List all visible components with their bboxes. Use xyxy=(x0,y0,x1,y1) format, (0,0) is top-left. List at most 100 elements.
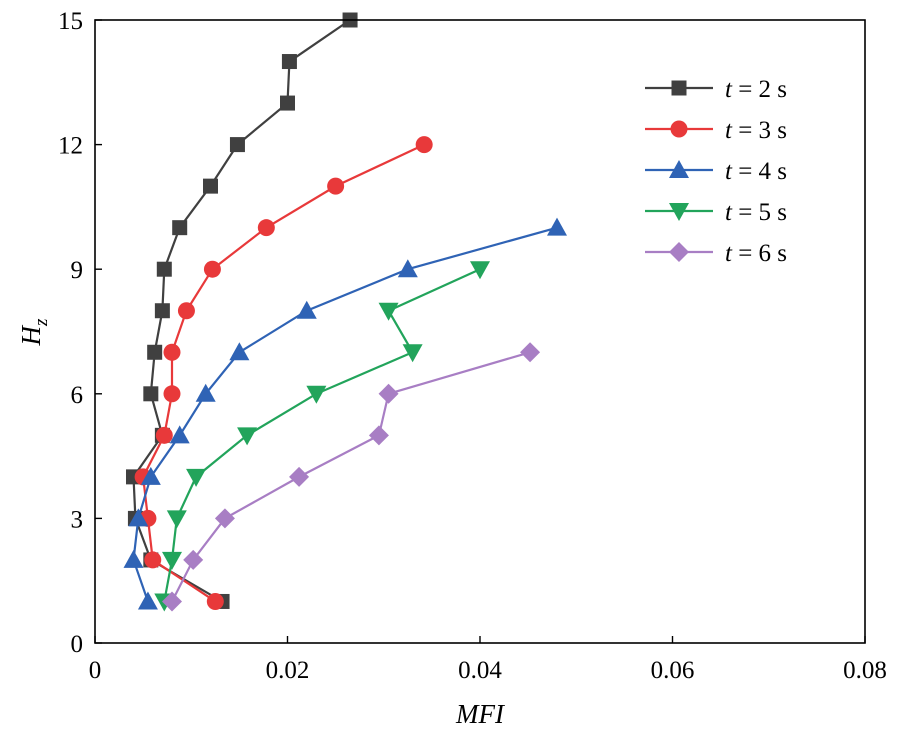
y-tick-label: 6 xyxy=(71,382,84,409)
data-point xyxy=(402,344,423,363)
x-axis-title: MFI xyxy=(455,699,506,729)
data-point xyxy=(123,549,144,568)
data-point xyxy=(140,466,161,485)
series-layer xyxy=(123,12,567,612)
legend-label-var: t xyxy=(725,76,733,103)
legend-marker xyxy=(670,120,688,138)
legend-label: t = 3 s xyxy=(725,117,787,144)
data-point xyxy=(206,592,224,610)
data-point xyxy=(163,385,181,403)
data-point xyxy=(163,343,181,361)
data-point xyxy=(203,260,221,278)
y-axis-title-main: H xyxy=(16,324,46,346)
data-point xyxy=(281,54,297,70)
data-point xyxy=(128,508,149,527)
data-point xyxy=(520,342,541,363)
legend-label-rest: = 5 s xyxy=(732,199,787,226)
data-point xyxy=(203,178,218,194)
series-1 xyxy=(126,12,358,609)
ticks-layer: 0 0.02 0.04 0.06 0.08 0 3 6 9 12 15 xyxy=(58,8,887,684)
legend-marker xyxy=(671,80,687,96)
legend-label: t = 2 s xyxy=(725,76,787,103)
legend-marker xyxy=(669,242,689,262)
data-point xyxy=(378,302,399,321)
series-line xyxy=(171,351,531,602)
legend-entry: t = 3 s xyxy=(645,117,787,144)
data-point xyxy=(183,549,204,570)
legend-label-rest: = 3 s xyxy=(732,117,787,144)
legend-label-var: t xyxy=(725,158,733,185)
data-point xyxy=(144,551,162,569)
data-point xyxy=(296,300,317,319)
legend-entry: t = 5 s xyxy=(645,199,787,226)
data-point xyxy=(172,220,188,236)
x-tick-label: 0 xyxy=(89,657,102,684)
x-tick-label: 0.08 xyxy=(843,657,887,684)
data-point xyxy=(257,219,275,237)
series-line xyxy=(163,268,481,602)
series-line xyxy=(132,226,558,602)
y-tick-label: 0 xyxy=(71,631,84,658)
y-axis-title-group: Hz xyxy=(16,318,52,347)
plot-frame xyxy=(94,19,866,644)
data-point xyxy=(229,137,245,153)
series-5 xyxy=(162,342,541,612)
legend-label-var: t xyxy=(725,199,733,226)
y-tick-label: 15 xyxy=(58,8,83,35)
series-3 xyxy=(123,217,567,610)
legend-marker xyxy=(669,203,689,221)
legend-label: t = 6 s xyxy=(725,240,787,267)
y-axis-title-subscript: z xyxy=(31,318,52,327)
legend-label-var: t xyxy=(725,240,733,267)
data-point xyxy=(155,426,173,444)
series-4 xyxy=(154,261,490,612)
series-2 xyxy=(134,136,433,610)
legend-label-rest: = 2 s xyxy=(732,76,787,103)
legend-entry: t = 2 s xyxy=(645,76,787,103)
data-point xyxy=(143,386,159,402)
data-point xyxy=(289,466,310,487)
y-tick-label: 12 xyxy=(58,133,83,160)
y-tick-label: 3 xyxy=(71,506,84,533)
data-point xyxy=(547,217,567,236)
data-point xyxy=(147,344,163,360)
x-tick-label: 0.06 xyxy=(651,657,695,684)
data-point xyxy=(368,425,389,446)
legend-entry: t = 4 s xyxy=(645,158,787,185)
data-point xyxy=(470,261,490,280)
data-point xyxy=(186,468,207,487)
data-point xyxy=(162,551,182,570)
x-tick-label: 0.04 xyxy=(458,657,502,684)
data-point xyxy=(378,383,399,404)
data-point xyxy=(214,508,235,529)
data-point xyxy=(156,261,172,277)
data-point xyxy=(162,591,182,612)
data-point xyxy=(169,425,190,444)
legend: t = 2 st = 3 st = 4 st = 5 st = 6 s xyxy=(645,76,787,267)
series-line xyxy=(141,143,425,603)
legend-label-var: t xyxy=(725,117,733,144)
data-point xyxy=(306,385,327,404)
data-point xyxy=(137,591,158,610)
data-point xyxy=(415,136,433,154)
data-point xyxy=(397,259,418,278)
data-point xyxy=(177,302,195,320)
legend-label: t = 4 s xyxy=(725,158,787,185)
data-point xyxy=(166,510,187,529)
data-point xyxy=(229,342,250,361)
data-point xyxy=(327,177,345,195)
y-tick-label: 9 xyxy=(71,257,84,284)
data-point xyxy=(237,427,258,446)
data-point xyxy=(280,95,295,111)
data-point xyxy=(195,383,216,402)
legend-label-rest: = 4 s xyxy=(732,158,787,185)
legend-label: t = 5 s xyxy=(725,199,787,226)
legend-marker xyxy=(669,160,689,178)
legend-label-rest: = 6 s xyxy=(732,240,787,267)
data-point xyxy=(154,303,170,319)
y-axis-title: Hz xyxy=(16,318,52,347)
x-tick-label: 0.02 xyxy=(266,657,310,684)
legend-entry: t = 6 s xyxy=(645,240,787,267)
